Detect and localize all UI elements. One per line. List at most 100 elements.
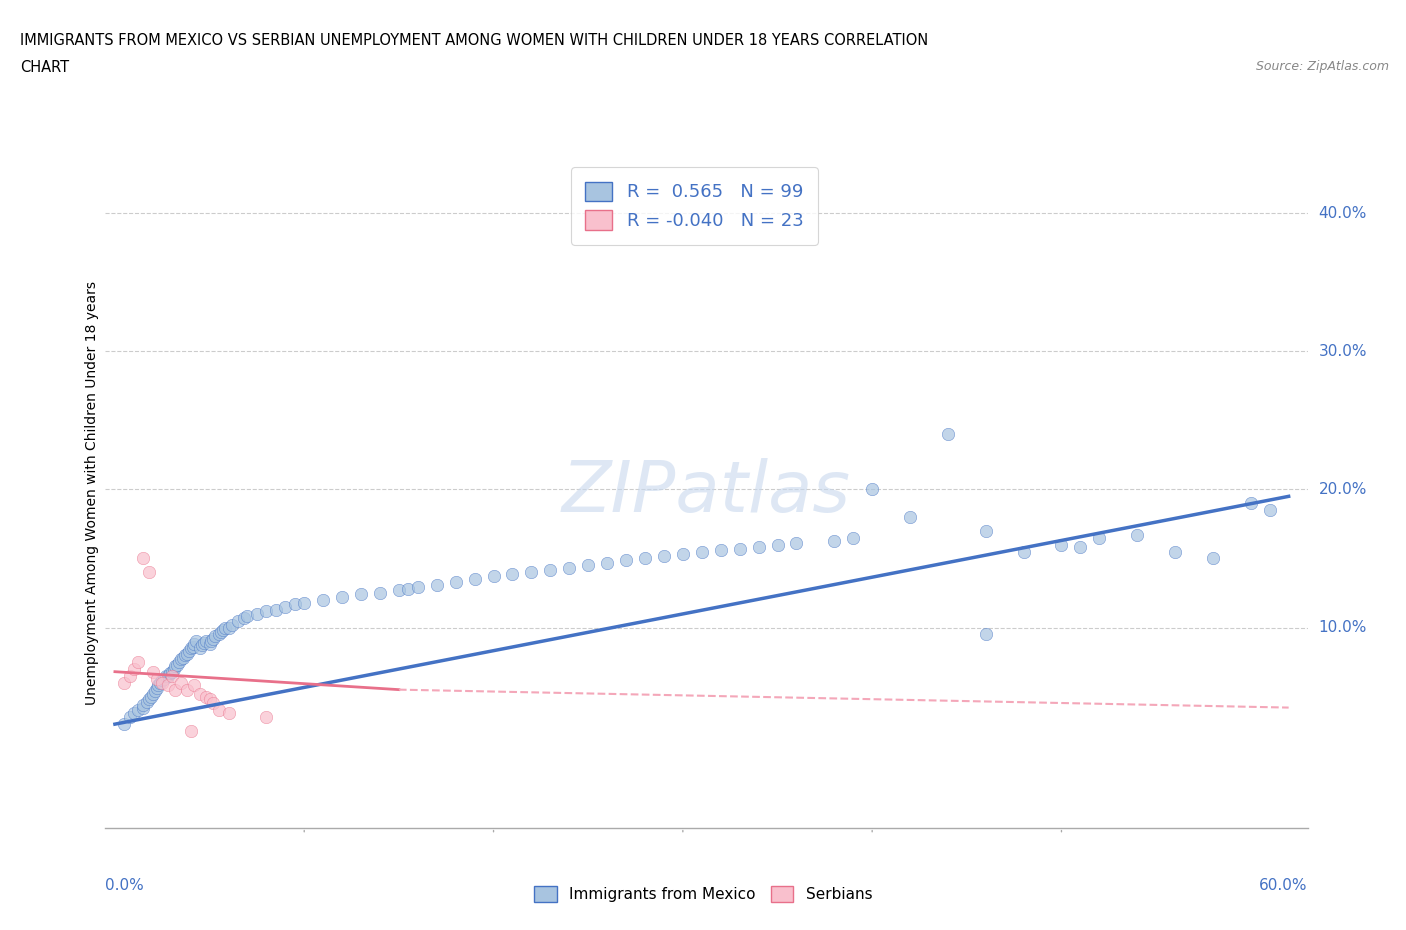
Y-axis label: Unemployment Among Women with Children Under 18 years: Unemployment Among Women with Children U…	[84, 281, 98, 705]
Text: 40.0%: 40.0%	[1319, 206, 1367, 220]
Point	[162, 661, 184, 676]
Point	[198, 692, 221, 707]
Text: CHART: CHART	[20, 60, 69, 75]
Point	[194, 689, 217, 704]
Point	[181, 640, 204, 655]
Point	[132, 551, 155, 566]
Point	[191, 638, 214, 653]
Point	[132, 698, 155, 712]
Point	[156, 669, 179, 684]
Point	[209, 624, 232, 639]
Point	[246, 606, 269, 621]
Point	[350, 587, 373, 602]
Point	[198, 637, 221, 652]
Point	[202, 631, 225, 646]
Point	[898, 510, 921, 525]
Text: 30.0%: 30.0%	[1319, 344, 1367, 359]
Point	[1088, 530, 1111, 545]
Point	[204, 629, 226, 644]
Point	[194, 634, 217, 649]
Point	[232, 610, 254, 625]
Point	[330, 590, 353, 604]
Point	[177, 644, 200, 658]
Point	[284, 597, 307, 612]
Point	[127, 655, 149, 670]
Point	[1202, 551, 1225, 566]
Point	[132, 700, 155, 715]
Point	[180, 724, 202, 738]
Point	[406, 580, 429, 595]
Point	[169, 655, 191, 670]
Point	[180, 641, 202, 656]
Point	[160, 664, 183, 679]
Point	[145, 681, 167, 696]
Point	[145, 671, 167, 686]
Point	[183, 678, 205, 693]
Text: ZIPatlas: ZIPatlas	[562, 458, 851, 527]
Point	[264, 602, 287, 617]
Point	[426, 578, 449, 592]
Text: 0.0%: 0.0%	[105, 878, 145, 893]
Point	[558, 561, 581, 576]
Point	[388, 583, 411, 598]
Point	[138, 692, 160, 707]
Point	[1240, 496, 1263, 511]
Point	[596, 555, 619, 570]
Point	[860, 482, 883, 497]
Point	[188, 641, 211, 656]
Point	[672, 547, 695, 562]
Point	[138, 565, 160, 579]
Point	[166, 658, 188, 672]
Point	[823, 533, 845, 548]
Text: 20.0%: 20.0%	[1319, 482, 1367, 497]
Point	[292, 595, 315, 610]
Legend: R =  0.565   N = 99, R = -0.040   N = 23: R = 0.565 N = 99, R = -0.040 N = 23	[571, 167, 818, 245]
Point	[120, 669, 142, 684]
Point	[208, 703, 231, 718]
Point	[482, 569, 505, 584]
Point	[136, 695, 159, 710]
Point	[218, 706, 240, 721]
Point	[576, 558, 599, 573]
Point	[202, 696, 225, 711]
Point	[149, 675, 172, 690]
Point	[176, 646, 198, 661]
Point	[153, 671, 176, 686]
Point	[165, 683, 187, 698]
Point	[127, 703, 149, 718]
Point	[148, 678, 170, 693]
Point	[1164, 544, 1187, 559]
Point	[122, 706, 145, 721]
Point	[936, 427, 959, 442]
Point	[159, 666, 181, 681]
Point	[396, 581, 419, 596]
Point	[150, 675, 173, 690]
Point	[520, 565, 543, 579]
Point	[150, 672, 173, 687]
Point	[368, 586, 391, 601]
Point	[183, 637, 205, 652]
Point	[842, 530, 865, 545]
Point	[193, 635, 215, 650]
Point	[226, 613, 249, 628]
Point	[142, 686, 165, 701]
Point	[186, 634, 208, 649]
Point	[785, 536, 807, 551]
Point	[122, 661, 145, 676]
Point	[188, 686, 211, 701]
Point	[172, 650, 194, 665]
Point	[165, 658, 187, 673]
Point	[211, 623, 233, 638]
Point	[1258, 503, 1281, 518]
Point	[112, 717, 135, 732]
Text: Source: ZipAtlas.com: Source: ZipAtlas.com	[1256, 60, 1389, 73]
Text: IMMIGRANTS FROM MEXICO VS SERBIAN UNEMPLOYMENT AMONG WOMEN WITH CHILDREN UNDER 1: IMMIGRANTS FROM MEXICO VS SERBIAN UNEMPL…	[20, 33, 928, 47]
Point	[690, 544, 713, 559]
Point	[208, 627, 231, 642]
Point	[444, 575, 467, 590]
Point	[156, 678, 179, 693]
Point	[174, 647, 197, 662]
Text: 10.0%: 10.0%	[1319, 620, 1367, 635]
Point	[170, 652, 193, 667]
Point	[120, 710, 142, 724]
